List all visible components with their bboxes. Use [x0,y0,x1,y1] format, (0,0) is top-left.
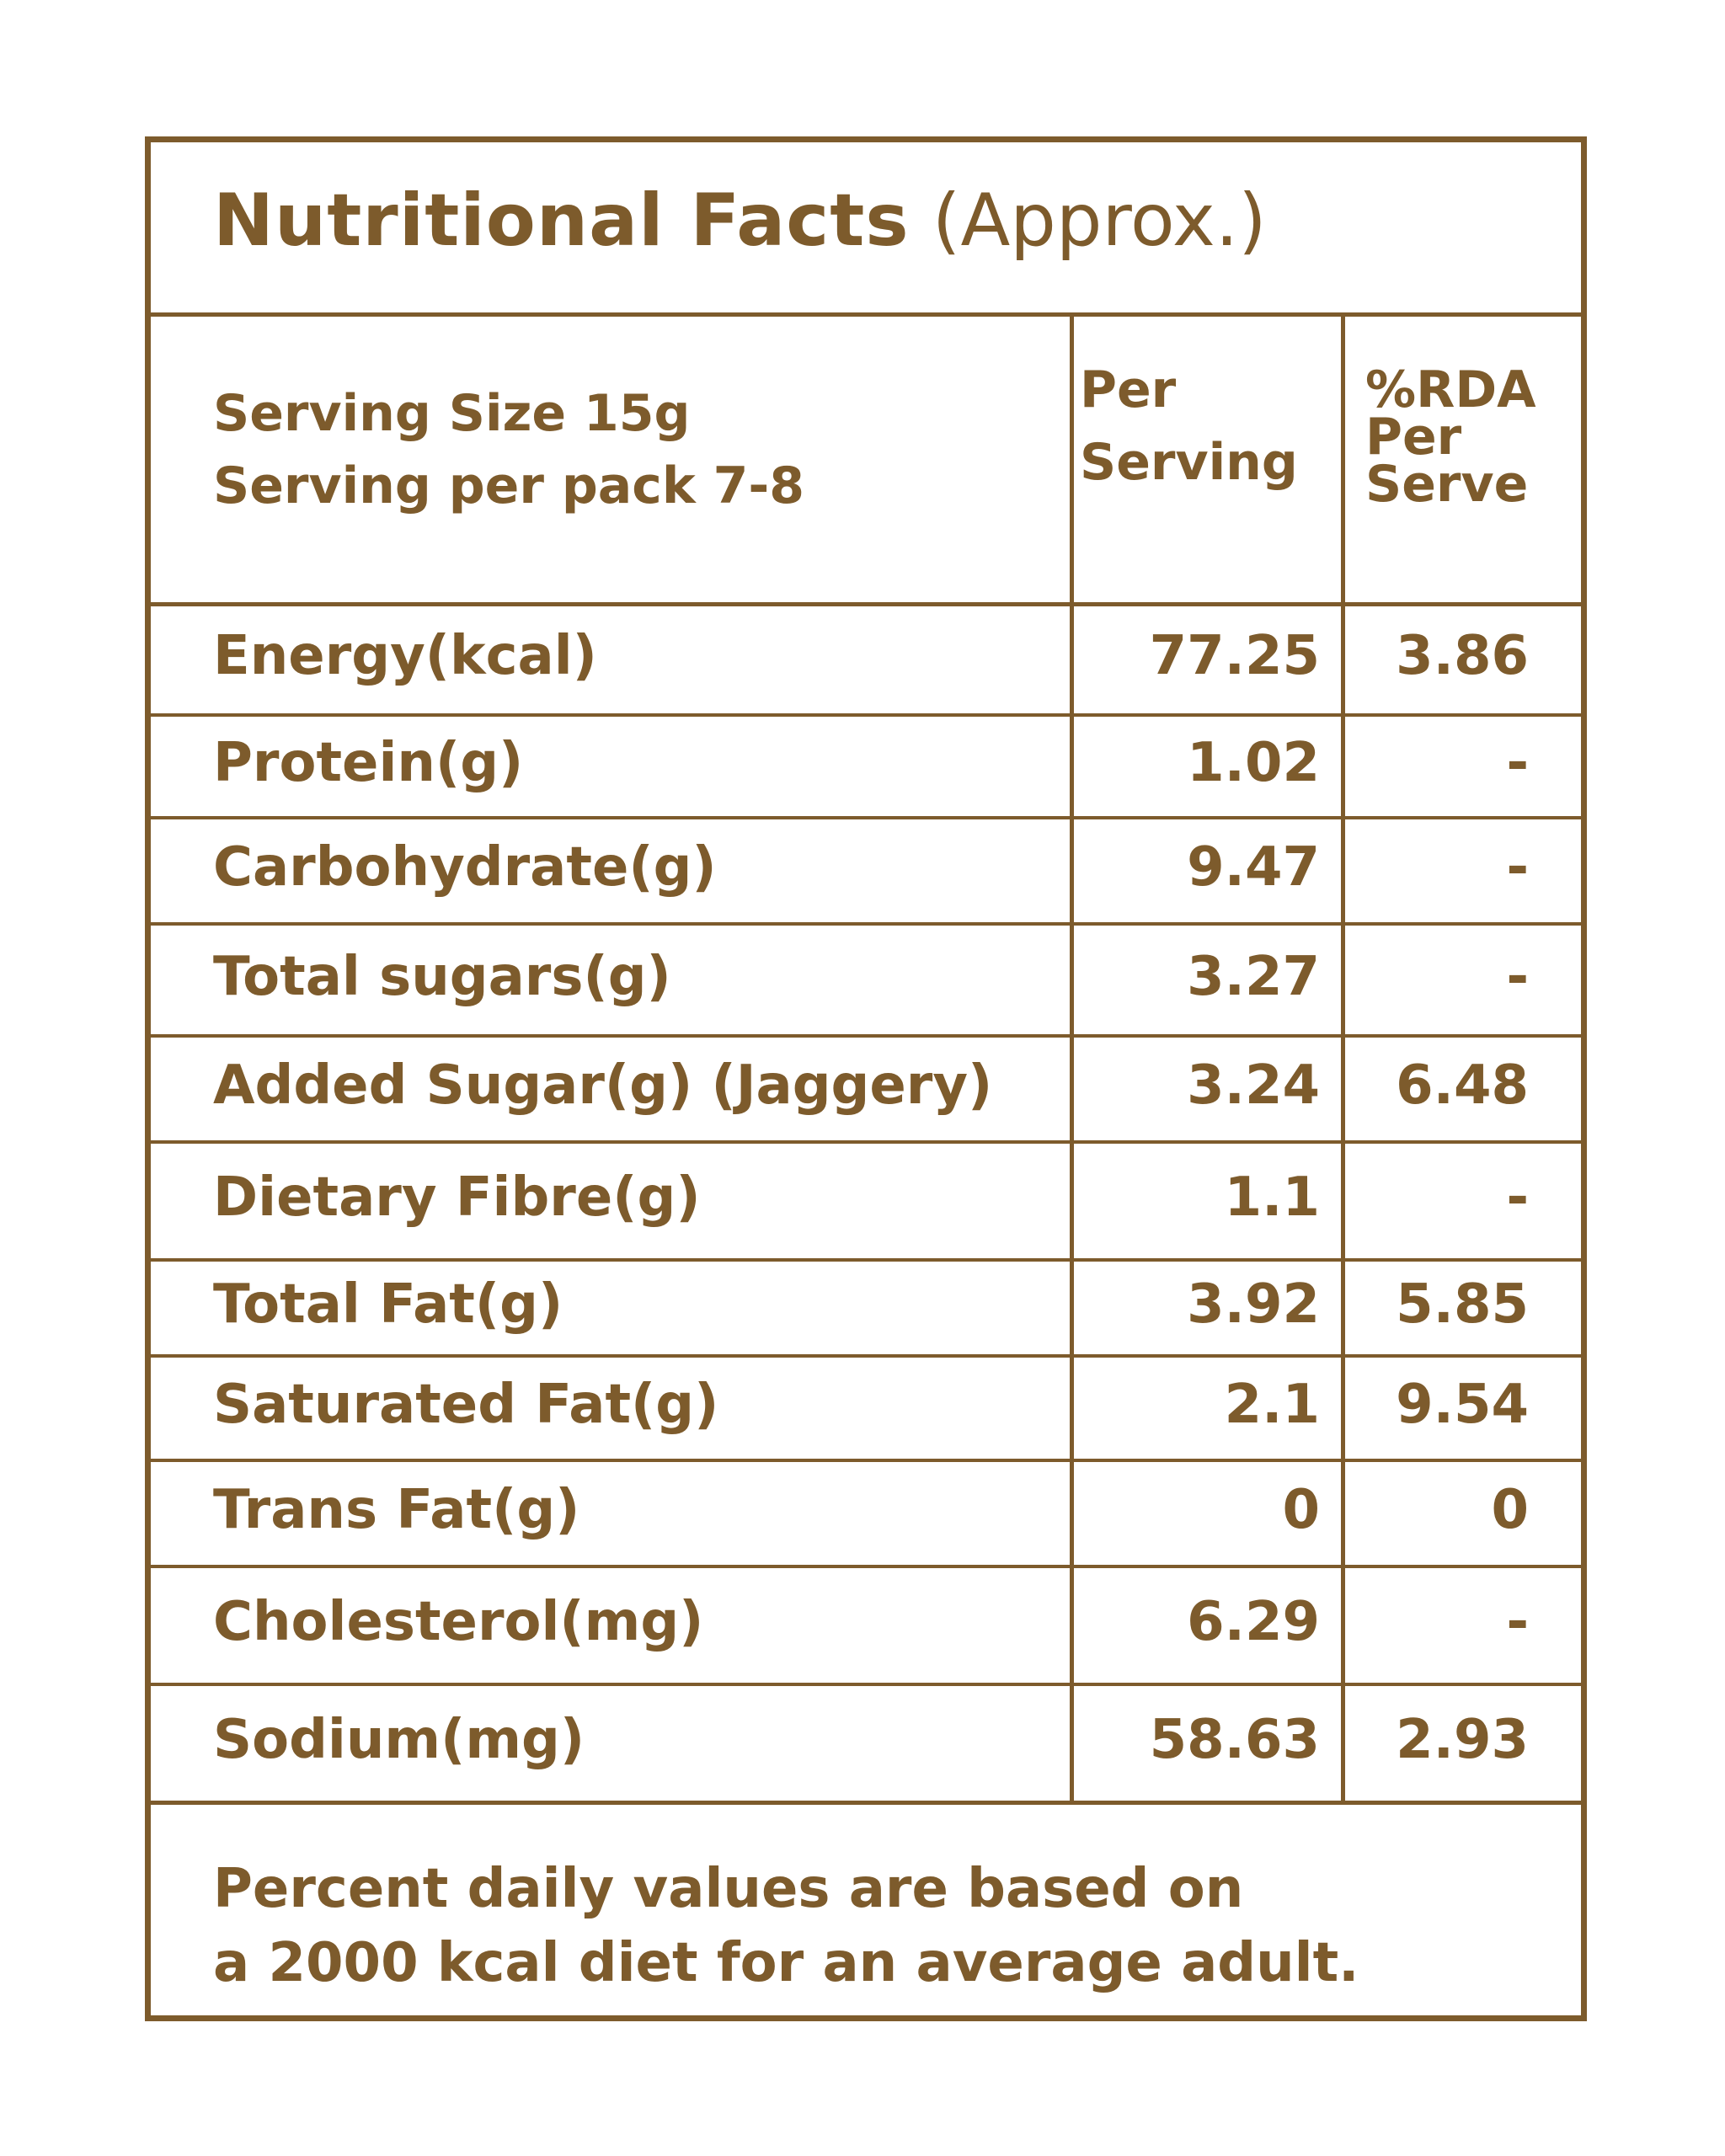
rda-value: - [1506,1591,1529,1653]
row-divider [151,922,1581,926]
per-serving-value: 6.29 [1187,1591,1320,1653]
nutrient-name: Dietary Fibre(g) [213,1166,701,1229]
row-divider [151,1565,1581,1568]
footer-line-1: Percent daily values are based on [213,1858,1244,1920]
per-serving-value: 3.24 [1187,1054,1320,1117]
nutrient-name: Saturated Fat(g) [213,1374,719,1436]
per-serving-value: 77.25 [1149,625,1320,687]
per-serving-value: 1.1 [1224,1166,1320,1229]
rda-value: 5.85 [1396,1273,1529,1336]
rda-value: - [1506,732,1529,794]
per-serving-value: 9.47 [1187,836,1320,899]
rda-value: 3.86 [1396,625,1529,687]
per-serving-value: 58.63 [1149,1709,1320,1771]
rda-value: - [1506,1166,1529,1229]
nutrient-name: Carbohydrate(g) [213,836,717,899]
row-divider [151,1034,1581,1038]
nutrient-name: Total sugars(g) [213,946,671,1008]
rda-value: 9.54 [1396,1374,1529,1436]
row-divider [151,1801,1581,1805]
nutrient-name: Protein(g) [213,732,524,794]
row-divider [151,816,1581,819]
rda-header-line3: Serve [1365,455,1529,514]
nutrient-name: Sodium(mg) [213,1709,585,1771]
row-divider [151,1140,1581,1144]
nutrient-name: Cholesterol(mg) [213,1591,704,1653]
footer-note: Percent daily values are based on a 2000… [213,1852,1359,2000]
per-serving-header-line1: Per [1080,360,1177,419]
title-row: Nutritional Facts (Approx.) [151,142,1581,317]
column-divider [1070,317,1074,1801]
per-serving-header-line2: Serving [1080,433,1298,492]
row-divider [151,1354,1581,1358]
nutrient-name: Trans Fat(g) [213,1479,580,1541]
label-title: Nutritional Facts (Approx.) [213,184,1267,257]
title-bold-text: Nutritional Facts [213,179,910,263]
nutrition-facts-label: Nutritional Facts (Approx.) Serving Size… [145,136,1587,2021]
serving-per-pack-text: Serving per pack 7-8 [213,456,805,515]
nutrient-name: Added Sugar(g) (Jaggery) [213,1054,993,1117]
per-serving-value: 0 [1282,1479,1320,1541]
per-serving-value: 3.92 [1187,1273,1320,1336]
nutrient-name: Energy(kcal) [213,625,597,687]
rda-value: - [1506,946,1529,1008]
row-divider [151,602,1581,606]
per-serving-value: 2.1 [1224,1374,1320,1436]
column-divider [1341,317,1345,1801]
rda-value: - [1506,836,1529,899]
rda-header-line1: %RDA [1365,360,1536,419]
nutrient-name: Total Fat(g) [213,1273,563,1336]
row-divider [151,1459,1581,1462]
rda-value: 2.93 [1396,1709,1529,1771]
rda-value: 0 [1491,1479,1529,1541]
rda-header-line2: Per [1365,408,1462,467]
row-divider [151,1683,1581,1686]
per-serving-value: 1.02 [1187,732,1320,794]
serving-size-text: Serving Size 15g [213,384,691,443]
rda-value: 6.48 [1396,1054,1529,1117]
per-serving-value: 3.27 [1187,946,1320,1008]
footer-line-2: a 2000 kcal diet for an average adult. [213,1932,1359,1994]
row-divider [151,713,1581,717]
title-approx-text: (Approx.) [932,179,1267,263]
row-divider [151,1258,1581,1262]
